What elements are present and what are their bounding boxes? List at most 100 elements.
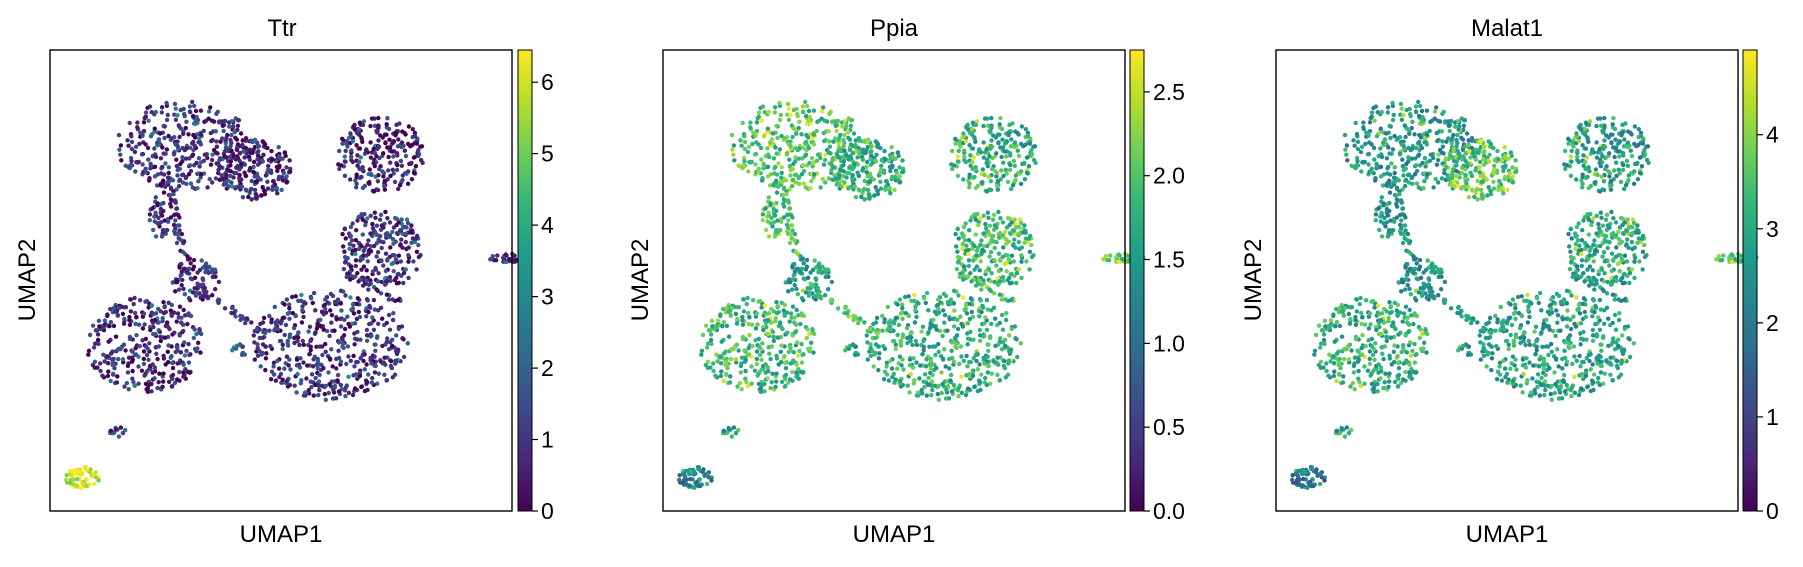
cell-point [184,349,188,353]
cell-point [385,321,389,325]
cell-point [845,129,849,133]
cell-point [790,265,794,269]
cell-point [709,332,713,336]
cell-point [365,268,369,272]
cell-point [756,300,760,304]
cell-point [356,296,360,300]
cell-point [172,152,176,156]
cell-point [215,145,219,149]
cell-point [358,146,362,150]
cell-point [1619,131,1623,135]
cell-point [1467,195,1471,199]
cell-point [397,254,401,258]
cell-point [172,213,176,217]
cell-point [117,434,121,438]
cell-point [1020,124,1024,128]
cell-point [1017,232,1021,236]
cell-point [744,380,748,384]
cell-point [241,344,245,348]
cell-point [1354,121,1358,125]
cell-point [788,377,792,381]
cell-point [388,275,392,279]
cell-point [401,225,405,229]
cell-point [167,301,171,305]
cell-point [194,332,198,336]
cell-point [96,332,100,336]
cell-point [172,223,176,227]
cell-point [403,149,407,153]
cell-point [387,146,391,150]
cell-point [372,364,376,368]
cell-point [763,303,767,307]
cell-point [1011,183,1015,187]
cell-point [1482,149,1486,153]
cell-point [349,148,353,152]
cell-point [126,144,130,148]
cell-point [973,165,977,169]
cell-point [221,176,225,180]
cell-point [940,334,944,338]
cell-point [176,361,180,365]
cell-point [406,169,410,173]
cell-point [971,258,975,262]
cell-point [240,353,244,357]
cell-point [855,171,859,175]
cell-point [368,124,372,128]
cell-point [1028,141,1032,145]
cell-point [802,276,806,280]
cell-point [837,155,841,159]
cell-point [862,197,866,201]
cell-point [317,373,321,377]
cell-point [842,133,846,137]
cell-point [88,333,92,337]
cell-point [900,357,904,361]
cell-point [974,123,978,127]
cell-point [144,337,148,341]
cell-point [390,366,394,370]
cell-point [734,357,738,361]
cell-point [495,253,499,257]
cell-point [1013,178,1017,182]
cell-point [1428,159,1432,163]
cell-point [1375,134,1379,138]
cell-point [126,361,130,365]
cell-point [175,319,179,323]
cell-point [368,356,372,360]
cell-point [1019,142,1023,146]
cell-point [838,167,842,171]
cell-point [1004,237,1008,241]
cell-point [354,258,358,262]
cell-point [774,354,778,358]
cell-point [344,386,348,390]
cell-point [193,327,197,331]
cell-point [311,364,315,368]
cell-point [786,199,790,203]
cell-point [932,324,936,328]
cell-point [130,369,134,373]
cell-point [175,173,179,177]
cell-point [331,396,335,400]
cell-point [346,375,350,379]
cell-point [1602,124,1606,128]
cell-point [283,333,287,337]
cell-point [98,369,102,373]
cell-point [918,363,922,367]
cell-point [786,102,790,106]
cell-point [361,232,365,236]
cell-point [1007,123,1011,127]
cell-point [793,330,797,334]
cell-point [177,370,181,374]
cell-point [406,341,410,345]
cell-point [998,216,1002,220]
cell-point [968,164,972,168]
cell-point [140,152,144,156]
cell-point [263,368,267,372]
cell-point [879,186,883,190]
cell-point [998,336,1002,340]
cell-point [998,378,1002,382]
cell-point [84,484,88,488]
cell-point [750,142,754,146]
cell-point [1345,143,1349,147]
cell-point [994,225,998,229]
cell-point [157,344,161,348]
